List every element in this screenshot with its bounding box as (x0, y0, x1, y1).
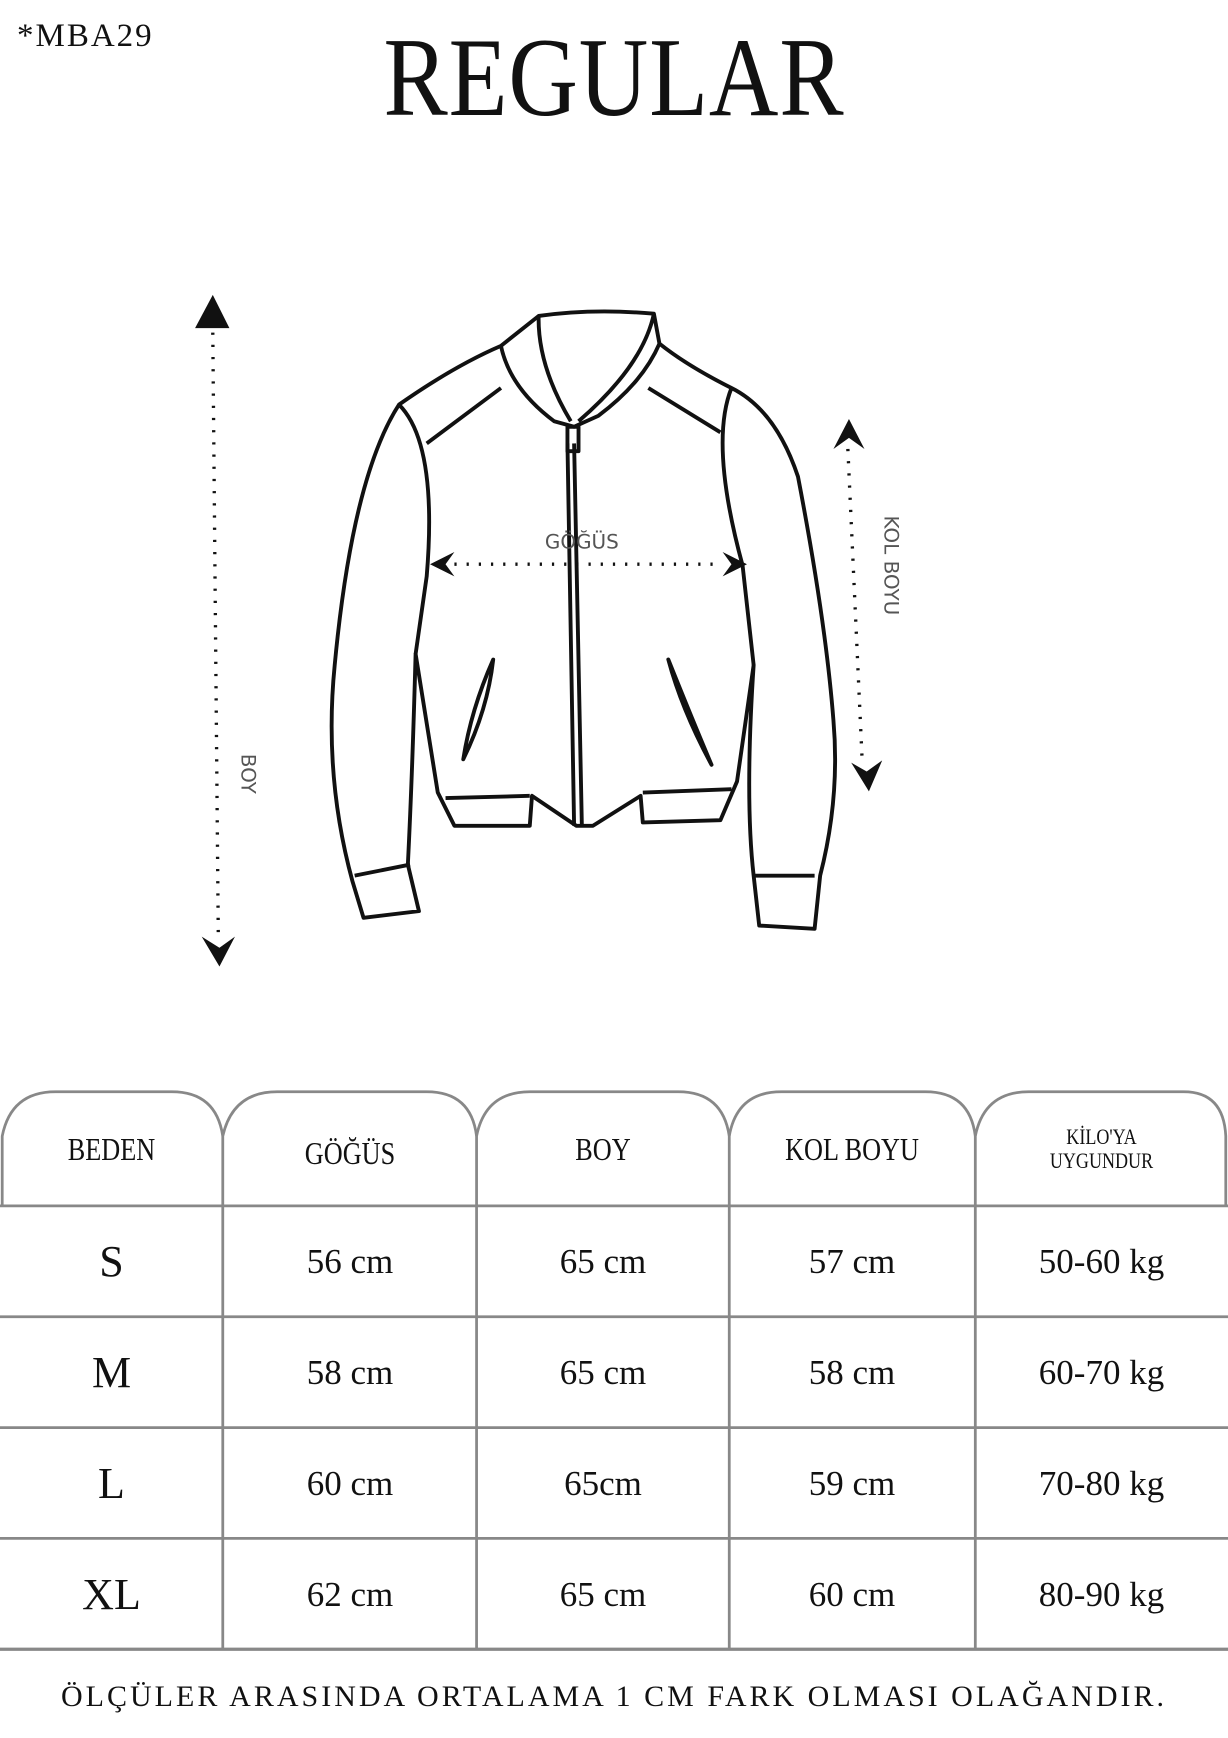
length-arrow (195, 294, 235, 967)
length-label: BOY (237, 754, 261, 795)
cell-size: S (99, 1237, 124, 1286)
page-title: REGULAR (383, 16, 845, 140)
cell-length: 65 cm (559, 1574, 647, 1614)
cell-weight: 70-80 kg (1038, 1463, 1165, 1503)
cell-weight: 80-90 kg (1038, 1574, 1165, 1614)
cell-length: 65 cm (559, 1352, 647, 1392)
cell-sleeve: 58 cm (808, 1352, 896, 1392)
cell-size: XL (82, 1570, 141, 1619)
cell-chest: 58 cm (306, 1352, 394, 1392)
header-length: BOY (575, 1130, 631, 1167)
arrow-down-icon (201, 936, 235, 967)
arrow-up-icon (195, 294, 230, 329)
cell-size: L (98, 1459, 125, 1508)
sleeve-arrow (833, 419, 883, 792)
cell-sleeve: 60 cm (808, 1574, 896, 1614)
header-weight: KİLO'YA UYGUNDUR (998, 1092, 1205, 1206)
table-grid (0, 1090, 1228, 1651)
cell-chest: 56 cm (306, 1241, 394, 1281)
cell-sleeve: 59 cm (808, 1463, 896, 1503)
cell-chest: 60 cm (306, 1463, 394, 1503)
header-sleeve: KOL BOYU (785, 1130, 919, 1167)
header-weight-line2: UYGUNDUR (1049, 1148, 1154, 1173)
sleeve-label: KOL BOYU (879, 515, 903, 615)
chest-label: GÖĞÜS (545, 530, 619, 554)
cell-chest: 62 cm (306, 1574, 394, 1614)
cell-length: 65 cm (559, 1241, 647, 1281)
footer-note: ÖLÇÜLER ARASINDA ORTALAMA 1 CM FARK OLMA… (61, 1680, 1167, 1713)
cell-sleeve: 57 cm (808, 1241, 896, 1281)
jacket-outline (329, 309, 838, 931)
header-weight-line1: KİLO'YA (1066, 1124, 1137, 1149)
header-size: BEDEN (67, 1130, 156, 1167)
chest-arrow (430, 552, 747, 577)
cell-weight: 50-60 kg (1038, 1241, 1165, 1281)
cell-size: M (91, 1348, 132, 1397)
product-code: *MBA29 (17, 18, 154, 54)
cell-length: 65cm (564, 1463, 642, 1503)
cell-weight: 60-70 kg (1038, 1352, 1165, 1392)
header-chest: GÖĞÜS (304, 1134, 396, 1171)
